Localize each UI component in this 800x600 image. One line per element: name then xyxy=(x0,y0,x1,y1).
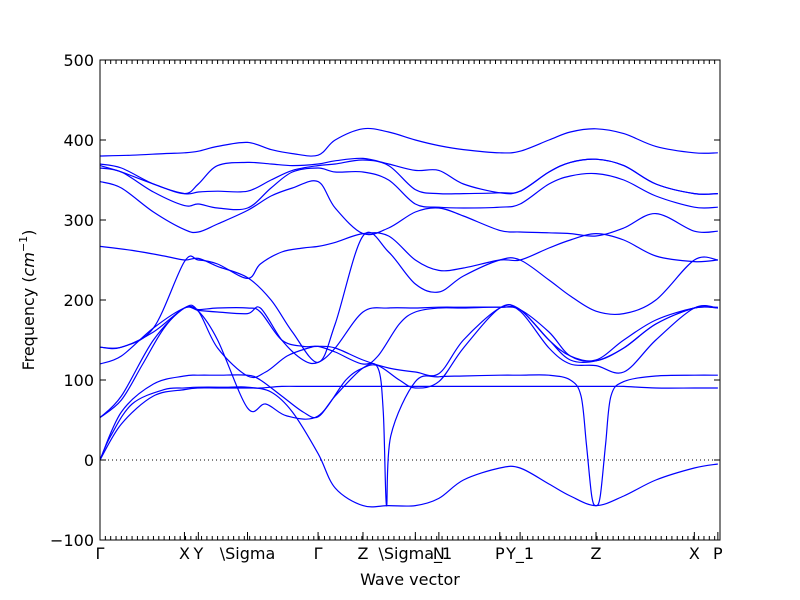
band-line-12 xyxy=(99,158,718,195)
y-axis-label-exponent: −1 xyxy=(17,236,30,252)
x-tick-labels: Γ X Y \Sigma Γ Z \Sigma_1N P Y_1 Z X P xyxy=(96,544,723,564)
x-symmetry-label: Z xyxy=(591,544,602,563)
band-line-13 xyxy=(99,157,718,195)
band-line-8 xyxy=(99,232,718,350)
y-tick-label: 200 xyxy=(63,291,94,310)
y-axis-label-unit: cm xyxy=(19,252,38,276)
x-symmetry-label: N xyxy=(433,544,445,563)
band-line-6 xyxy=(99,305,718,365)
x-symmetry-label: Z xyxy=(357,544,368,563)
band-line-9 xyxy=(99,231,718,363)
band-line-5 xyxy=(99,304,718,419)
y-tick-labels: −100 0 100 200 300 400 500 xyxy=(50,51,94,550)
x-symmetry-label: \Sigma xyxy=(220,544,276,563)
x-symmetry-label: X xyxy=(689,544,700,563)
band-line-11 xyxy=(99,167,718,211)
band-line-3 xyxy=(99,362,718,507)
x-symmetry-label: Y_1 xyxy=(505,544,534,564)
band-line-2 xyxy=(99,385,718,461)
x-axis-label: Wave vector xyxy=(360,570,460,589)
x-symmetry-label: Γ xyxy=(96,544,105,563)
plot-area xyxy=(99,59,721,541)
plot-frame xyxy=(99,59,721,541)
y-axis-label-text: Frequency ( xyxy=(19,276,38,370)
x-symmetry-label: P xyxy=(713,544,723,563)
y-axis-label: Frequency (cm−1) xyxy=(17,230,38,371)
band-line-7 xyxy=(99,306,718,365)
y-tick-label: 100 xyxy=(63,371,94,390)
x-symmetry-label: Γ xyxy=(314,544,323,563)
y-tick-label: 500 xyxy=(63,51,94,70)
axis-ticks xyxy=(99,59,721,541)
y-tick-label: 0 xyxy=(84,451,94,470)
y-tick-label: −100 xyxy=(50,531,94,550)
band-line-4 xyxy=(99,303,718,420)
x-symmetry-label: Y xyxy=(192,544,203,563)
band-line-10 xyxy=(99,180,718,237)
band-line-14 xyxy=(99,127,718,157)
x-symmetry-label: P xyxy=(495,544,505,563)
x-symmetry-label: \Sigma_1 xyxy=(378,544,452,564)
band-line-1 xyxy=(99,386,718,508)
y-tick-label: 400 xyxy=(63,131,94,150)
y-axis-label-close: ) xyxy=(19,230,38,236)
series-group xyxy=(99,127,718,508)
x-symmetry-label: X xyxy=(179,544,190,563)
y-tick-label: 300 xyxy=(63,211,94,230)
